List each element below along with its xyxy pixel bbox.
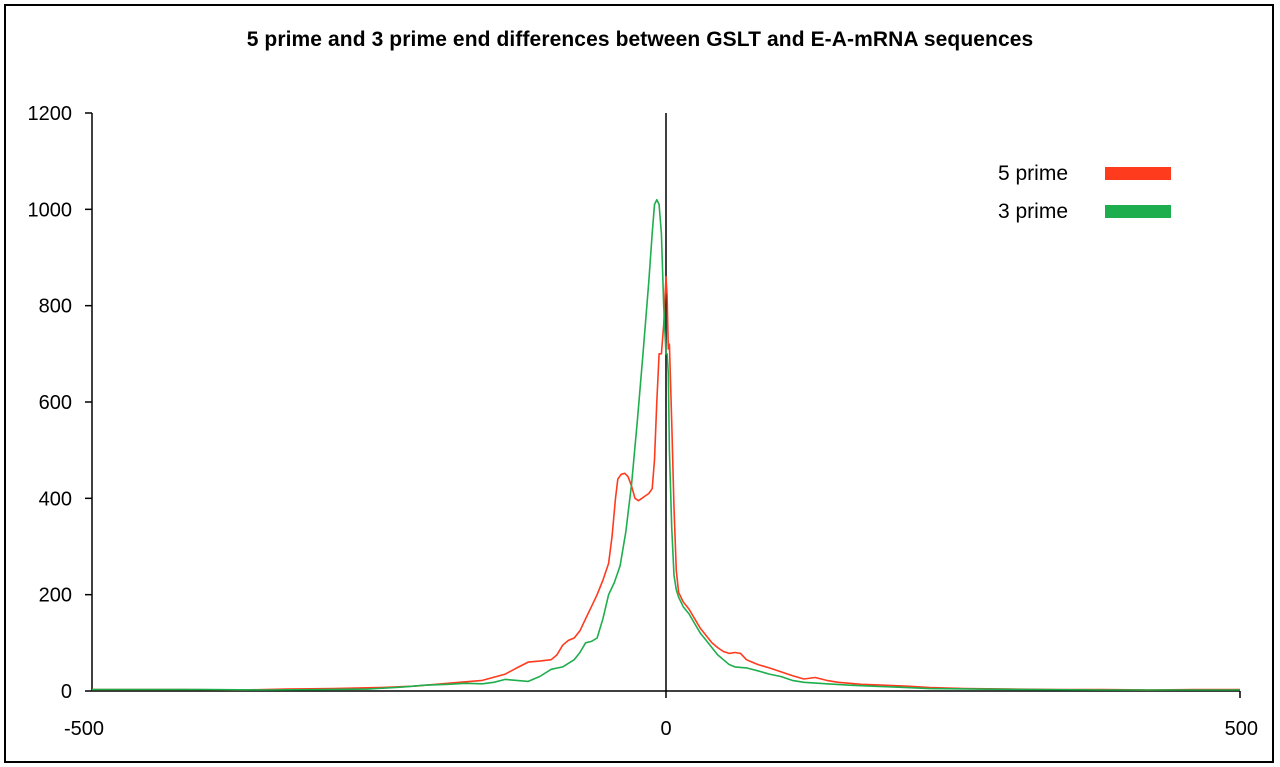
chart-title: 5 prime and 3 prime end differences betw… bbox=[246, 28, 1034, 51]
axes-layer: 0 200 400 600 800 1000 1200 -500 0 500 bbox=[28, 103, 1259, 740]
legend-swatch-2 bbox=[1105, 205, 1171, 218]
legend-swatch-1 bbox=[1105, 167, 1171, 180]
series-line-2 bbox=[92, 198, 1240, 691]
series-layer bbox=[92, 198, 1240, 691]
y-tick-label-5: 1000 bbox=[28, 199, 73, 221]
legend-label-2: 3 prime bbox=[998, 200, 1068, 223]
y-tick-label-0: 0 bbox=[61, 681, 72, 703]
series-line-1 bbox=[92, 276, 1240, 691]
legend-label-1: 5 prime bbox=[998, 162, 1068, 185]
legend: 5 prime 3 prime bbox=[998, 162, 1171, 223]
chart-frame bbox=[4, 4, 1274, 763]
x-tick-label-0: -500 bbox=[64, 718, 104, 740]
x-tick-label-1: 0 bbox=[660, 718, 671, 740]
y-tick-label-6: 1200 bbox=[28, 103, 73, 125]
y-tick-label-3: 600 bbox=[39, 392, 72, 414]
y-tick-label-4: 800 bbox=[39, 296, 72, 318]
y-tick-label-2: 400 bbox=[39, 488, 72, 510]
x-tick-label-2: 500 bbox=[1225, 718, 1258, 740]
y-tick-label-1: 200 bbox=[39, 585, 72, 607]
